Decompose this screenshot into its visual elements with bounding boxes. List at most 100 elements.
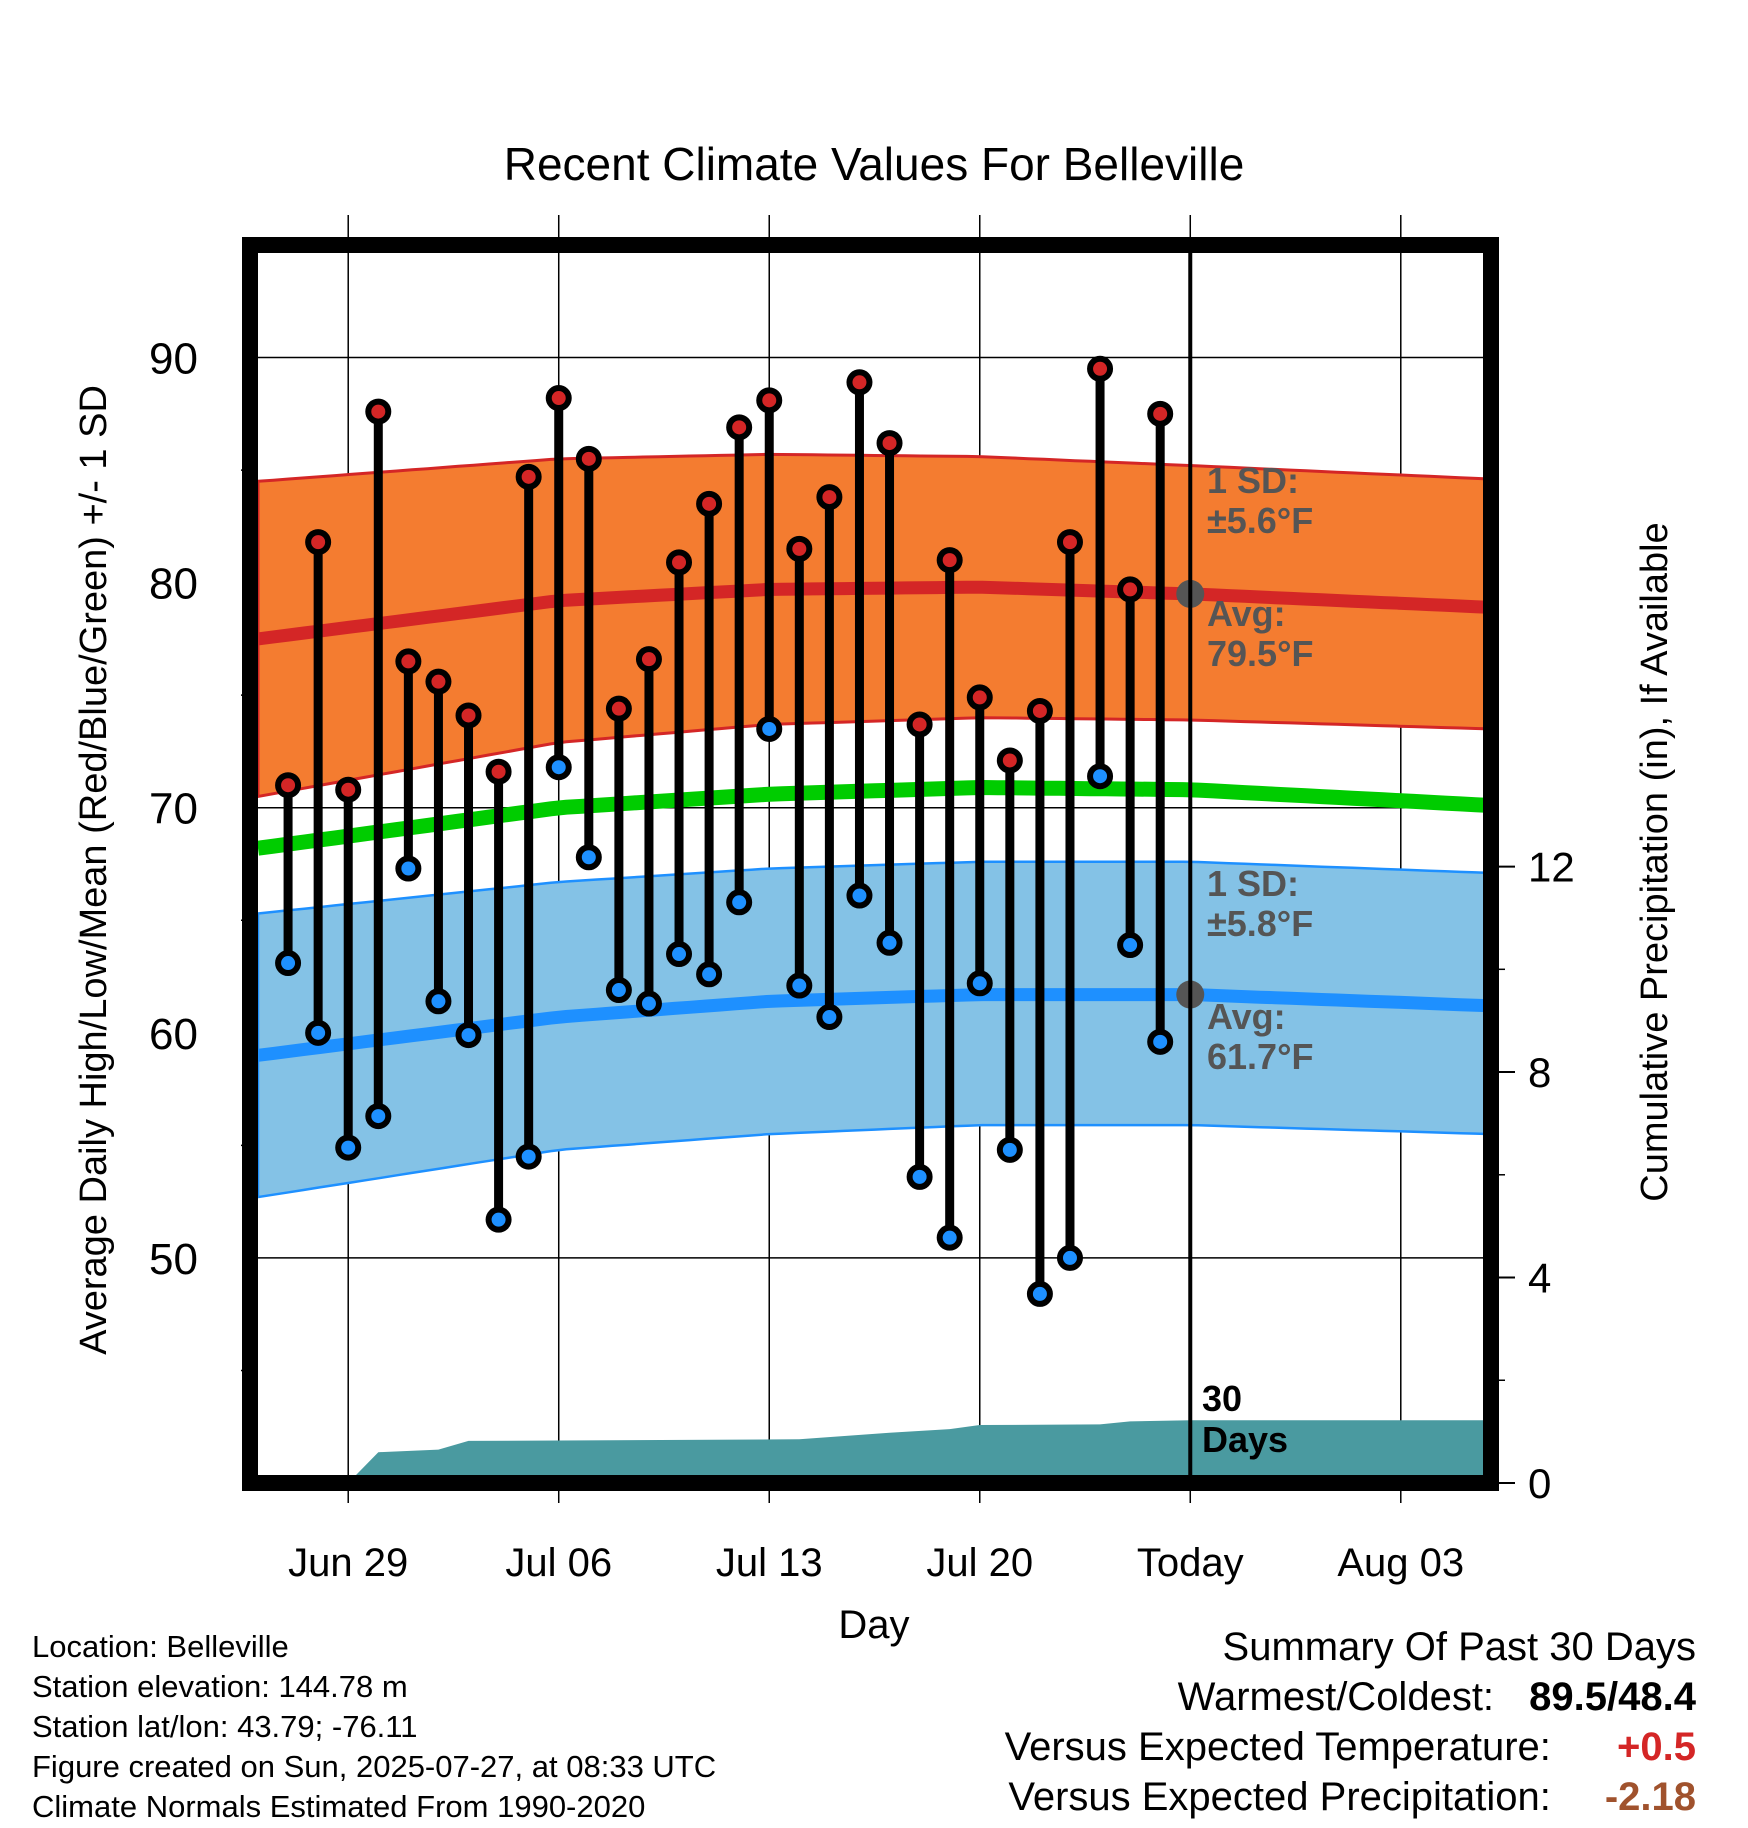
high-temp-point: [756, 387, 783, 414]
summary-precip: Versus Expected Precipitation: -2.18: [1005, 1772, 1696, 1822]
x-tick-label: Jul 20: [926, 1541, 1033, 1585]
precip-label: Versus Expected Precipitation:: [1008, 1775, 1551, 1819]
low-temp-point: [1147, 1028, 1174, 1055]
temp-value: +0.5: [1617, 1725, 1696, 1769]
latlon-text: Station lat/lon: 43.79; -76.11: [32, 1709, 418, 1744]
days-label-line1: 30: [1202, 1378, 1242, 1419]
low-temp-point: [605, 977, 632, 1004]
y-tick-label-left: 60: [149, 1010, 198, 1059]
x-tick-label: Jul 13: [716, 1541, 823, 1585]
high-temp-point: [335, 776, 362, 803]
low-temp-point: [696, 961, 723, 988]
low-temp-point: [1117, 932, 1144, 959]
x-axis: Jun 29 Jul 06 Jul 13 Jul 20 Today Aug 03: [288, 1541, 1464, 1585]
high-temp-point: [846, 369, 873, 396]
temp-label: Versus Expected Temperature:: [1004, 1725, 1551, 1769]
high-temp-point: [666, 549, 693, 576]
precip-value: -2.18: [1604, 1775, 1696, 1819]
y-axis-right: 0 4 8 12: [1491, 844, 1575, 1507]
y-tick-label-right: 0: [1528, 1460, 1551, 1507]
high-temp-point: [996, 747, 1023, 774]
low-temp-point: [455, 1022, 482, 1049]
low-temp-point: [906, 1163, 933, 1190]
station-info: Location: Belleville Station elevation: …: [32, 1627, 716, 1827]
low-temp-point: [756, 715, 783, 742]
low-temp-point: [1087, 763, 1114, 790]
high-avg-line: [257, 580, 1492, 646]
high-temp-point: [1026, 697, 1053, 724]
plot-frame: [242, 237, 1499, 1491]
x-tick-label: Aug 03: [1337, 1541, 1464, 1585]
low-temp-point: [996, 1136, 1023, 1163]
precip-cumulative-area: [258, 1420, 1491, 1483]
high-avg-value: 79.5°F: [1207, 633, 1313, 674]
grid-lines: [258, 215, 1491, 1503]
y-axis-left: 50 60 70 80 90: [149, 335, 258, 1372]
low-temp-point: [575, 844, 602, 871]
high-temp-point: [816, 484, 843, 511]
high-temp-point: [1056, 529, 1083, 556]
warm-cold-label: Warmest/Coldest:: [1177, 1675, 1495, 1719]
low-temp-point: [846, 882, 873, 909]
summary-title: Summary Of Past 30 Days: [1222, 1625, 1696, 1669]
high-temp-point: [575, 445, 602, 472]
high-temp-point: [876, 430, 903, 457]
annotations: 1 SD: ±5.6°F Avg: 79.5°F 1 SD: ±5.8°F Av…: [1202, 460, 1313, 1460]
low-temp-point: [545, 754, 572, 781]
created-text: Figure created on Sun, 2025-07-27, at 08…: [32, 1749, 717, 1784]
low-temp-point: [936, 1224, 963, 1251]
low-temp-point: [305, 1019, 332, 1046]
high-temp-point: [696, 490, 723, 517]
high-temp-point: [395, 648, 422, 675]
low-temp-point: [515, 1143, 542, 1170]
low-sd-title: 1 SD:: [1207, 863, 1299, 904]
high-temp-point: [365, 398, 392, 425]
high-temp-point: [1147, 400, 1174, 427]
summary-warm-cold: Warmest/Coldest: 89.5/48.4: [1005, 1672, 1696, 1722]
summary-temp: Versus Expected Temperature: +0.5: [1005, 1722, 1696, 1772]
low-temp-point: [876, 929, 903, 956]
high-temp-point: [635, 646, 662, 673]
high-temp-point: [485, 758, 512, 785]
high-temp-point: [425, 668, 452, 695]
high-avg-title: Avg:: [1207, 593, 1286, 634]
normals-text: Climate Normals Estimated From 1990-2020: [32, 1789, 646, 1824]
chart-title: Recent Climate Values For Belleville: [504, 138, 1245, 190]
y-axis-label-left: Average Daily High/Low/Mean (Red/Blue/Gr…: [73, 385, 115, 1355]
low-avg-value: 61.7°F: [1207, 1036, 1313, 1077]
low-temp-point: [786, 972, 813, 999]
low-temp-point: [395, 855, 422, 882]
low-temp-point: [1026, 1280, 1053, 1307]
low-temp-point: [966, 970, 993, 997]
daily-stems: [283, 368, 1165, 1294]
normal-bands: [256, 452, 1493, 1199]
high-sd-value: ±5.6°F: [1207, 500, 1313, 541]
low-temp-point: [335, 1134, 362, 1161]
low-temp-point: [275, 950, 302, 977]
y-tick-label-right: 12: [1528, 844, 1575, 891]
low-avg-title: Avg:: [1207, 996, 1286, 1037]
y-tick-label-right: 4: [1528, 1255, 1551, 1302]
y-tick-label-left: 70: [149, 785, 198, 834]
y-tick-label-right: 8: [1528, 1049, 1551, 1096]
high-temp-point: [1087, 355, 1114, 382]
high-temp-point: [936, 547, 963, 574]
x-axis-label: Day: [838, 1603, 909, 1647]
low-temp-point: [666, 941, 693, 968]
high-temp-point: [966, 684, 993, 711]
y-tick-label-left: 50: [149, 1235, 198, 1284]
precip-area: [258, 1420, 1491, 1483]
days-label-line2: Days: [1202, 1419, 1288, 1460]
high-sd-title: 1 SD:: [1207, 460, 1299, 501]
location-text: Location: Belleville: [32, 1629, 289, 1664]
high-temp-point: [1117, 576, 1144, 603]
low-temp-point: [365, 1103, 392, 1130]
low-temp-point: [485, 1206, 512, 1233]
high-temp-point: [605, 695, 632, 722]
high-temp-point: [545, 385, 572, 412]
high-temp-point: [906, 711, 933, 738]
low-temp-point: [635, 990, 662, 1017]
x-tick-label: Jul 06: [505, 1541, 612, 1585]
y-tick-label-left: 90: [149, 335, 198, 384]
